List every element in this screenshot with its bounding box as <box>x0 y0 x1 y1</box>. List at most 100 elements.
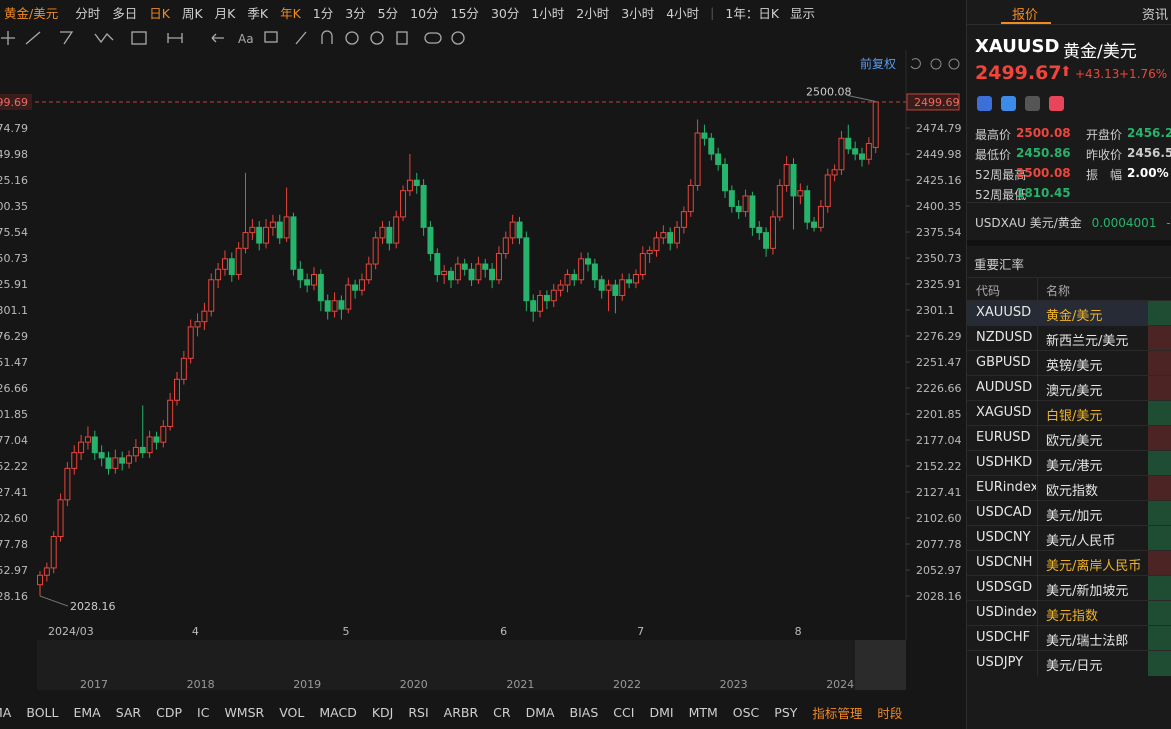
indicator[interactable]: OSC <box>732 704 760 720</box>
delete-icon[interactable] <box>396 31 408 45</box>
period[interactable]: 周K <box>181 6 203 21</box>
indicator[interactable]: RSI <box>408 704 429 720</box>
period[interactable]: 1小时 <box>531 6 565 21</box>
fib-icon[interactable] <box>131 31 147 45</box>
y-tick-label-left: 2425.16 <box>0 174 28 187</box>
indicator[interactable]: ARBR <box>443 704 479 720</box>
line-icon[interactable] <box>25 31 41 45</box>
inverse-code: USDXAU <box>975 216 1026 230</box>
icon-fav[interactable] <box>1049 96 1064 111</box>
note-icon[interactable] <box>264 31 278 43</box>
indicator[interactable]: BOLL <box>26 704 59 720</box>
indicator[interactable]: MTM <box>688 704 718 720</box>
candle-body <box>852 148 859 155</box>
period[interactable]: 1分 <box>312 6 334 21</box>
name: 黄金/美元 <box>1063 42 1137 62</box>
zoom-out[interactable] <box>930 58 942 70</box>
indicator[interactable]: BIAS <box>569 704 599 720</box>
arrow-icon[interactable] <box>211 33 224 43</box>
period[interactable]: 4小时 <box>666 6 700 21</box>
period[interactable]: 3小时 <box>621 6 655 21</box>
indicator[interactable]: PSY <box>774 704 798 720</box>
rate-row[interactable]: USDJPY 美元/日元 <box>967 650 1171 676</box>
icon-globe[interactable] <box>977 96 992 111</box>
indicator-manage[interactable]: 指标管理 <box>812 705 863 721</box>
indicator[interactable]: CDP <box>156 704 183 720</box>
candle-body <box>619 279 626 296</box>
period[interactable]: 多日 <box>112 6 138 21</box>
candle-body <box>174 378 180 401</box>
pen-icon[interactable] <box>295 31 307 45</box>
candle-body <box>585 258 591 265</box>
rate-code: USDCNH <box>976 555 1033 570</box>
period[interactable]: 季K <box>247 6 269 21</box>
toggle-icon[interactable] <box>424 32 442 44</box>
indicator[interactable]: MA <box>0 704 12 720</box>
zoom-in[interactable] <box>948 58 960 70</box>
text-icon[interactable]: Aa <box>238 32 254 46</box>
period[interactable]: 10分 <box>410 6 439 21</box>
indicator[interactable]: MACD <box>319 704 357 720</box>
rate-row[interactable]: USDHKD 美元/港元 <box>967 450 1171 476</box>
period[interactable]: 15分 <box>450 6 479 21</box>
tab-news[interactable]: 资讯 <box>1142 8 1169 23</box>
period[interactable]: 2小时 <box>576 6 610 21</box>
indicator[interactable]: DMI <box>649 704 674 720</box>
indicator[interactable]: VOL <box>279 704 305 720</box>
rate-row[interactable]: USDCNH 美元/离岸人民币 <box>967 550 1171 576</box>
indicator[interactable]: KDJ <box>371 704 394 720</box>
symbol-tab[interactable]: 黄金/美元 <box>4 6 59 21</box>
period[interactable]: 5分 <box>377 6 399 21</box>
rate-row[interactable]: USDCAD 美元/加元 <box>967 500 1171 526</box>
icon-tag[interactable] <box>1001 96 1016 111</box>
rate-change <box>1148 326 1171 351</box>
rate-row[interactable]: GBPUSD 英镑/美元 <box>967 350 1171 376</box>
x-tick-label: 4 <box>192 625 199 638</box>
rate-row[interactable]: AUDUSD 澳元/美元 <box>967 375 1171 401</box>
hide-icon[interactable] <box>370 31 384 45</box>
navigator-window[interactable] <box>855 640 906 690</box>
indicator[interactable]: CCI <box>613 704 635 720</box>
move-icon[interactable] <box>1 31 15 45</box>
y-tick-label-left: 2177.04 <box>0 434 28 447</box>
rate-row[interactable]: USDCNY 美元/人民币 <box>967 525 1171 551</box>
stat-label: 52周最高 <box>975 168 1027 182</box>
period[interactable]: 年K <box>280 6 301 21</box>
rate-row[interactable]: EURindex 欧元指数 <box>967 475 1171 501</box>
settings-icon[interactable] <box>451 31 465 45</box>
period[interactable]: 分时 <box>75 6 101 21</box>
stat-label: 振 幅 <box>1086 168 1123 182</box>
display-select[interactable]: 显示 <box>790 6 816 21</box>
rate-row[interactable]: EURUSD 欧元/美元 <box>967 425 1171 451</box>
indicator[interactable]: DMA <box>525 704 555 720</box>
tab-quote[interactable]: 报价 <box>1012 8 1039 23</box>
x-tick-label: 7 <box>637 625 644 638</box>
rate-row[interactable]: USDSGD 美元/新加坡元 <box>967 575 1171 601</box>
icon-doc[interactable] <box>1025 96 1040 111</box>
range-select[interactable]: 1年：日K <box>725 6 780 21</box>
measure-icon[interactable] <box>167 33 183 43</box>
wave-icon[interactable] <box>94 33 114 44</box>
period[interactable]: 月K <box>214 6 236 21</box>
rate-row[interactable]: USDindex 美元指数 <box>967 600 1171 626</box>
indicator[interactable]: EMA <box>73 704 101 720</box>
tab-underline <box>1001 22 1051 24</box>
indicator[interactable]: WMSR <box>224 704 265 720</box>
period[interactable]: 30分 <box>490 6 520 21</box>
adjust-toggle[interactable]: 前复权 <box>860 56 896 71</box>
period[interactable]: 日K <box>149 6 170 21</box>
session[interactable]: 时段 <box>877 705 903 721</box>
rate-row[interactable]: XAGUSD 白银/美元 <box>967 400 1171 426</box>
magnet-icon[interactable] <box>321 30 333 44</box>
rate-row[interactable]: NZDUSD 新西兰元/美元 <box>967 325 1171 351</box>
reset[interactable] <box>910 58 921 70</box>
lock-icon[interactable] <box>345 31 359 45</box>
channel-icon[interactable] <box>60 31 74 45</box>
rate-row[interactable]: XAUUSD 黄金/美元 <box>967 300 1171 326</box>
indicator[interactable]: IC <box>197 704 210 720</box>
period[interactable]: 3分 <box>345 6 366 21</box>
indicator[interactable]: SAR <box>115 704 142 720</box>
indicator[interactable]: CR <box>493 704 511 720</box>
rate-row[interactable]: USDCHF 美元/瑞士法郎 <box>967 625 1171 651</box>
